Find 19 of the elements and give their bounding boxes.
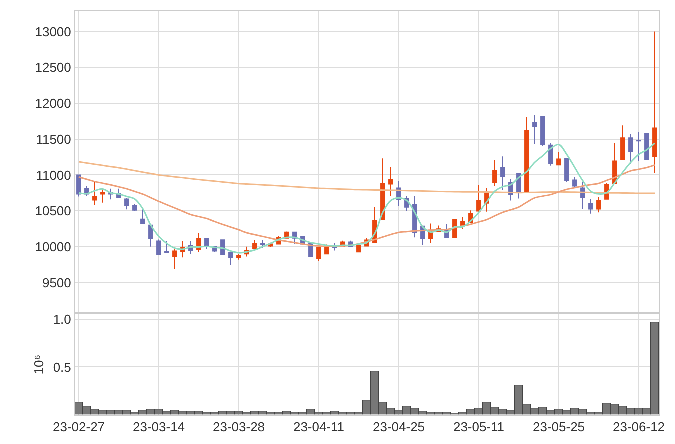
- y-tick-label: 0.5: [53, 360, 72, 375]
- y-tick-label: 13000: [35, 24, 72, 40]
- x-tick-label: 23-04-11: [293, 420, 345, 435]
- y-axis-title: 10⁶: [31, 354, 46, 375]
- y-tick-label: 12500: [35, 60, 72, 76]
- y-tick-label: 9500: [42, 275, 72, 290]
- x-tick-label: 23-03-28: [212, 420, 266, 435]
- x-tick-label: 23-02-27: [52, 420, 106, 435]
- x-tick-label: 23-05-25: [532, 420, 586, 435]
- x-tick-label: 23-05-11: [453, 420, 505, 435]
- x-tick-label: 23-06-12: [612, 420, 666, 435]
- y-tick-label: 10000: [35, 239, 72, 254]
- y-tick-label: 11500: [36, 132, 72, 147]
- y-tick-label: 11000: [36, 168, 72, 183]
- x-tick-label: 23-03-14: [132, 420, 186, 435]
- y-tick-label: 1.0: [53, 312, 72, 327]
- y-tick-label: 12000: [35, 96, 72, 112]
- x-tick-label: 23-04-25: [372, 420, 426, 435]
- y-tick-label: 10500: [35, 204, 72, 219]
